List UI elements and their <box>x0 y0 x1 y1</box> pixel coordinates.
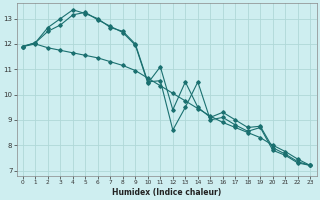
X-axis label: Humidex (Indice chaleur): Humidex (Indice chaleur) <box>112 188 221 197</box>
